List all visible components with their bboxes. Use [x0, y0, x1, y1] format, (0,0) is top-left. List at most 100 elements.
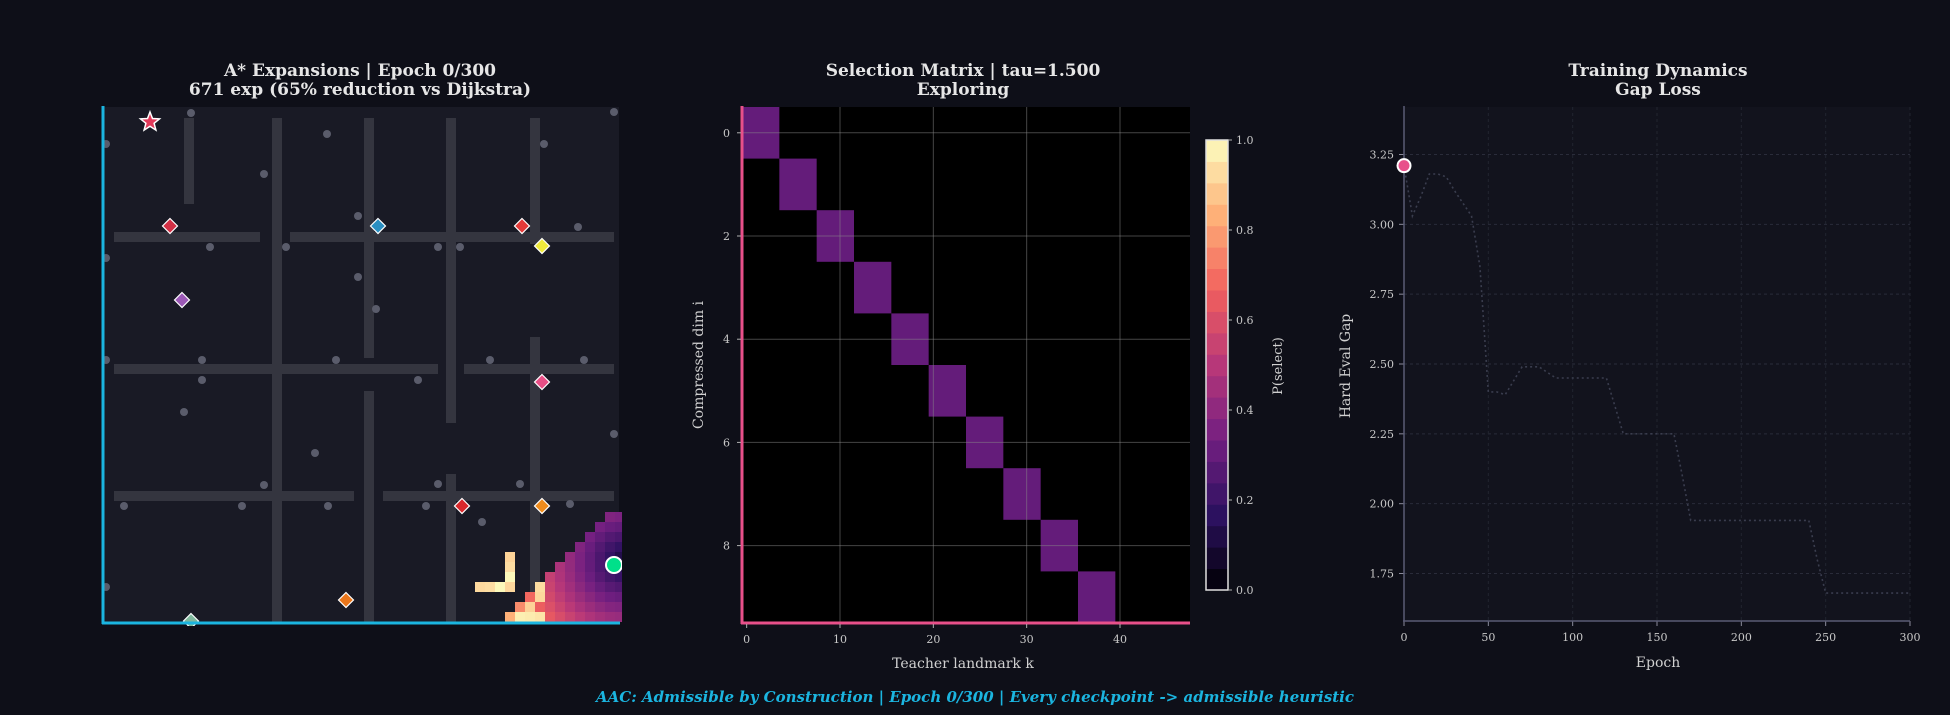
node-dot	[260, 481, 268, 489]
node-dot	[260, 170, 268, 178]
colorbar-segment	[1206, 333, 1228, 355]
colorbar-segment	[1206, 419, 1228, 441]
colorbar-segment	[1206, 483, 1228, 505]
expansion-cell	[555, 582, 565, 592]
expansion-cell	[555, 612, 565, 622]
panel1-title-line2: 671 exp (65% reduction vs Dijkstra)	[160, 81, 560, 100]
expansion-cell	[545, 602, 555, 612]
colorbar-segment	[1206, 376, 1228, 398]
matrix-block	[929, 365, 966, 417]
maze-wall	[114, 491, 354, 501]
node-dot	[434, 243, 442, 251]
node-dot	[372, 305, 380, 313]
expansion-cell	[575, 582, 585, 592]
expansion-cell	[545, 592, 555, 602]
expansion-cell	[585, 542, 595, 552]
selection-matrix-chart: 0 10 20 30 4002468 0.00.20.40.60.81.0 Teache…	[680, 100, 1310, 680]
colorbar-segment	[1206, 526, 1228, 548]
expansion-cell	[595, 572, 605, 582]
expansion-cell	[575, 592, 585, 602]
y-tick-label: 2.25	[1370, 428, 1395, 441]
colorbar-segment	[1206, 397, 1228, 419]
expansion-cell	[615, 582, 622, 592]
expansion-cell	[565, 562, 575, 572]
y-tick-label: 2.50	[1370, 358, 1395, 371]
colorbar-tick-label: 0.6	[1236, 314, 1254, 327]
node-dot	[198, 376, 206, 384]
colorbar-tick-label: 0.2	[1236, 494, 1254, 507]
y-tick-label: 1.75	[1370, 568, 1395, 581]
node-dot	[540, 140, 548, 148]
expansion-cell	[605, 542, 615, 552]
expansion-cell	[515, 612, 525, 622]
node-dot	[332, 356, 340, 364]
expansion-cell	[615, 592, 622, 602]
y-tick-label: 3.25	[1370, 148, 1395, 161]
expansion-cell	[545, 582, 555, 592]
node-dot	[610, 108, 618, 116]
expansion-cell	[575, 562, 585, 572]
y-tick-label: 2	[723, 230, 730, 243]
expansion-cell	[565, 612, 575, 622]
expansion-cell	[615, 542, 622, 552]
node-dot	[120, 502, 128, 510]
expansion-cell	[615, 512, 622, 522]
expansion-cell	[555, 602, 565, 612]
expansion-cell	[605, 612, 615, 622]
panel2-title-line1: Selection Matrix | tau=1.500	[763, 62, 1163, 81]
y-tick-label: 4	[723, 333, 730, 346]
colorbar-segment	[1206, 140, 1228, 162]
node-dot	[610, 430, 618, 438]
colorbar-segment	[1206, 569, 1228, 591]
expansion-cell	[605, 512, 615, 522]
node-dot	[180, 408, 188, 416]
expansion-cell	[595, 542, 605, 552]
maze-wall	[114, 364, 438, 374]
expansion-cell	[595, 532, 605, 542]
x-tick-label: 300	[1900, 631, 1921, 644]
expansion-cell	[605, 582, 615, 592]
maze-wall	[364, 391, 374, 623]
node-dot	[206, 243, 214, 251]
colorbar-tick-label: 0.0	[1236, 584, 1254, 597]
expansion-cell	[545, 572, 555, 582]
line-plot: 1.752.002.252.502.753.003.250 50 100 150 200…	[1370, 106, 1921, 644]
x-tick-label: 50	[1481, 631, 1495, 644]
maze-wall	[383, 491, 614, 501]
expansion-cell	[505, 572, 515, 582]
expansion-cell	[595, 592, 605, 602]
panel3-title: Training Dynamics Gap Loss	[1458, 62, 1858, 100]
node-dot	[566, 500, 574, 508]
x-tick-label: 100	[1562, 631, 1583, 644]
expansion-cell	[605, 592, 615, 602]
x-tick-label: 150	[1647, 631, 1668, 644]
expansion-cell	[495, 582, 505, 592]
expansion-cell	[575, 552, 585, 562]
panel1-title-line1: A* Expansions | Epoch 0/300	[160, 62, 560, 81]
astar-expansion-map	[100, 104, 622, 626]
node-dot	[238, 502, 246, 510]
expansion-cell	[605, 532, 615, 542]
colorbar-segment	[1206, 547, 1228, 569]
expansion-cell	[615, 522, 622, 532]
x-tick-label: 20	[926, 633, 940, 646]
node-dot	[311, 449, 319, 457]
colorbar-segment	[1206, 354, 1228, 376]
expansion-cell	[535, 602, 545, 612]
x-tick-label: 200	[1731, 631, 1752, 644]
colorbar: 0.00.20.40.60.81.0	[1206, 134, 1254, 597]
colorbar-segment	[1206, 440, 1228, 462]
expansion-cell	[585, 532, 595, 542]
y-axis-label: Compressed dim i	[691, 300, 707, 429]
panel2-title: Selection Matrix | tau=1.500 Exploring	[763, 62, 1163, 100]
node-dot	[324, 502, 332, 510]
y-tick-label: 6	[723, 436, 730, 449]
node-dot	[478, 518, 486, 526]
maze-wall	[530, 118, 540, 244]
colorbar-segment	[1206, 269, 1228, 291]
colorbar-segment	[1206, 183, 1228, 205]
expansion-cell	[535, 582, 545, 592]
expansion-cell	[605, 602, 615, 612]
y-tick-label: 0	[723, 127, 730, 140]
expansion-cell	[555, 562, 565, 572]
